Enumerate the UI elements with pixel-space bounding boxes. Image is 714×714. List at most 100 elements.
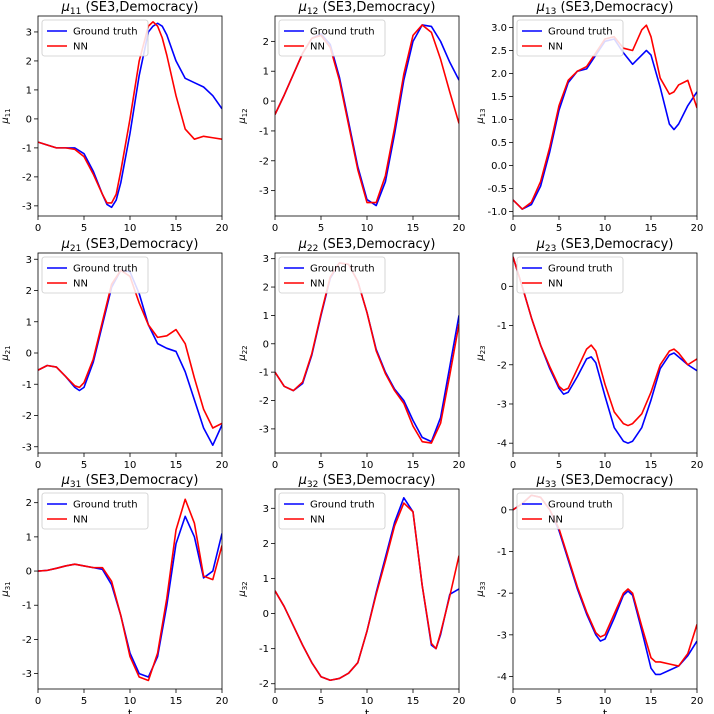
y-tick-label: -1.0 — [487, 207, 507, 218]
legend-label-ground-truth: Ground truth — [73, 264, 138, 275]
legend-box — [278, 492, 386, 530]
y-tick-label: 2.0 — [491, 69, 507, 80]
plot-frame — [512, 15, 698, 217]
y-tick-label: -2 — [259, 396, 269, 407]
x-tick-label: 10 — [361, 223, 374, 234]
plot-frame — [37, 15, 223, 217]
x-tick-label: 20 — [453, 460, 466, 471]
title-text: (SE3,Democracy) — [318, 237, 435, 252]
title-symbol: μ — [61, 0, 70, 15]
x-tick-label: 5 — [81, 696, 87, 707]
y-tick-label: 3.0 — [491, 23, 507, 34]
title-symbol: μ — [298, 237, 307, 252]
y-tick-label: 1 — [263, 311, 269, 322]
y-axis-symbol: μ — [0, 117, 11, 124]
title-subscript: 21 — [70, 244, 81, 254]
subplot-22: μ22 (SE3,Democracy)0 5 10 15 20-3-2-10123μ22… — [237, 237, 465, 471]
x-tick-label: 0 — [272, 696, 278, 707]
y-tick-label: 0 — [26, 114, 32, 125]
y-axis-label: μ31 — [0, 581, 12, 597]
subplot-12: μ12 (SE3,Democracy)0 5 10 15 20-3-2-1012μ12G… — [237, 0, 465, 234]
title-text: (SE3,Democracy) — [556, 0, 673, 15]
title-symbol: μ — [536, 237, 545, 252]
title-symbol: μ — [61, 237, 70, 252]
y-tick-label: -2 — [497, 360, 507, 371]
legend-label-nn: NN — [310, 42, 325, 53]
y-tick-label: 1.0 — [491, 115, 507, 126]
x-tick-label: 15 — [407, 460, 420, 471]
subplot-33: μ33 (SE3,Democracy)0 5 10 15 20-4-3-2-10μ33t… — [475, 473, 703, 714]
legend-label-ground-truth: Ground truth — [310, 500, 375, 511]
x-tick-label: 0 — [510, 460, 516, 471]
y-axis-symbol: μ — [475, 354, 486, 361]
x-tick-label: 15 — [170, 696, 183, 707]
subplot-title: μ31 (SE3,Democracy) — [61, 473, 199, 490]
y-tick-label: 1 — [26, 532, 32, 543]
x-tick-label: 10 — [599, 460, 612, 471]
y-tick-label: 3 — [26, 27, 32, 38]
legend-box — [41, 256, 149, 294]
y-tick-label: -3 — [497, 630, 507, 641]
y-tick-label: -0.5 — [487, 184, 507, 195]
y-axis-subscript: 32 — [241, 581, 249, 590]
y-tick-label: -1 — [497, 321, 507, 332]
legend-box — [516, 256, 624, 294]
subplot-23: μ23 (SE3,Democracy)0 5 10 15 20-4-3-2-10μ23G… — [475, 237, 703, 471]
y-axis-symbol: μ — [0, 590, 11, 597]
plot-frame — [274, 488, 460, 690]
y-tick-label: -2 — [22, 635, 32, 646]
y-tick-label: -3 — [497, 399, 507, 410]
legend-label-nn: NN — [548, 42, 563, 53]
title-text: (SE3,Democracy) — [556, 473, 673, 488]
y-tick-label: 0 — [501, 282, 507, 293]
plot-frame — [274, 15, 460, 217]
x-tick-label: 5 — [81, 223, 87, 234]
x-tick-label: 20 — [691, 223, 704, 234]
legend-label-ground-truth: Ground truth — [310, 27, 375, 38]
series-line-ground-truth — [513, 256, 697, 444]
x-tick-label: 0 — [510, 223, 516, 234]
y-axis-subscript: 31 — [4, 581, 12, 590]
y-tick-label: 0 — [263, 97, 269, 108]
title-text: (SE3,Democracy) — [318, 473, 435, 488]
x-tick-label: 5 — [556, 696, 562, 707]
subplot-title: μ13 (SE3,Democracy) — [536, 0, 674, 17]
title-text: (SE3,Democracy) — [81, 0, 198, 15]
x-tick-label: 5 — [81, 460, 87, 471]
y-tick-label: -3 — [259, 424, 269, 435]
legend-box — [278, 19, 386, 57]
x-tick-label: 20 — [691, 460, 704, 471]
y-tick-label: 0 — [26, 349, 32, 360]
y-tick-label: -1 — [259, 368, 269, 379]
subplot-21: μ21 (SE3,Democracy)0 5 10 15 20-3-2-10123μ21… — [0, 237, 228, 471]
y-tick-label: 2 — [263, 37, 269, 48]
x-tick-label: 15 — [170, 460, 183, 471]
title-symbol: μ — [536, 0, 545, 15]
plot-frame — [37, 488, 223, 690]
plot-frame — [512, 488, 698, 690]
x-tick-label: 0 — [35, 696, 41, 707]
x-tick-label: 5 — [556, 223, 562, 234]
y-tick-label: 2 — [26, 286, 32, 297]
title-symbol: μ — [536, 473, 545, 488]
title-subscript: 13 — [545, 7, 556, 17]
x-tick-label: 0 — [272, 223, 278, 234]
legend-label-nn: NN — [548, 515, 563, 526]
x-tick-label: 10 — [599, 696, 612, 707]
title-subscript: 23 — [545, 244, 556, 254]
y-tick-label: 0 — [263, 609, 269, 620]
y-tick-label: -4 — [497, 672, 507, 683]
series-line-nn — [38, 269, 222, 429]
legend-label-nn: NN — [310, 515, 325, 526]
y-tick-label: 2 — [263, 539, 269, 550]
subplot-title: μ21 (SE3,Democracy) — [61, 237, 199, 254]
y-tick-label: -3 — [259, 186, 269, 197]
y-tick-label: 0 — [263, 339, 269, 350]
subplot-title: μ33 (SE3,Democracy) — [536, 473, 674, 490]
x-axis-label: t — [128, 707, 133, 714]
series-line-nn — [275, 262, 459, 444]
y-tick-label: 3 — [263, 504, 269, 515]
x-tick-label: 10 — [124, 460, 137, 471]
y-tick-label: 2 — [26, 56, 32, 67]
y-tick-label: -3 — [22, 442, 32, 453]
